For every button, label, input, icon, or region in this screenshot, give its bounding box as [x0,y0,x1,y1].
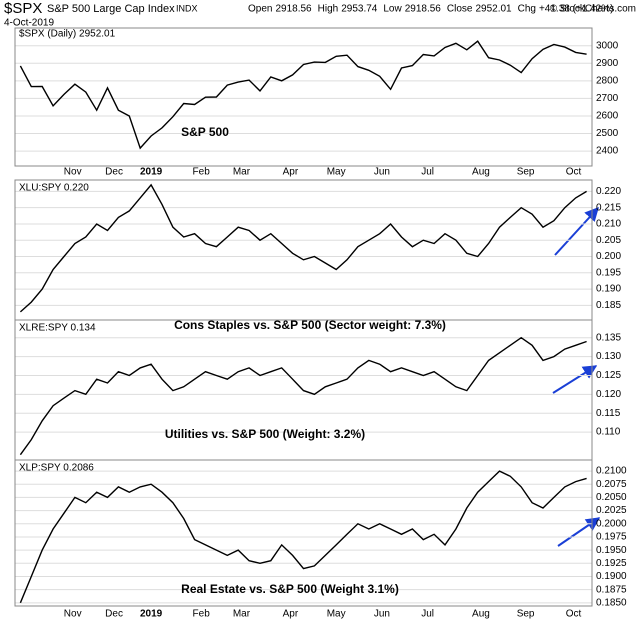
x-tick-label: Nov [64,609,82,620]
y-tick-label: 2400 [596,146,619,157]
x-tick-label: Apr [283,609,299,620]
panel-label: $SPX (Daily) 2952.01 [19,29,116,40]
quote-label: Low [383,4,402,15]
date: 4-Oct-2019 [4,18,54,29]
y-tick-label: 0.195 [596,267,621,278]
x-tick-label: Mar [233,167,251,178]
arrow [557,517,601,547]
x-tick-label: Jun [374,609,390,620]
x-tick-label: 2019 [140,167,163,178]
annotation: Cons Staples vs. S&P 500 (Sector weight:… [174,318,446,332]
line [19,183,587,313]
y-tick-label: 2800 [596,75,619,86]
quote-label: Chg [518,4,536,15]
quote-value: 2952.01 [475,4,512,15]
quote-label: Open [248,4,272,15]
x-tick-label: Aug [472,609,490,620]
y-tick-label: 0.190 [596,284,621,295]
y-tick-label: 0.2050 [596,492,627,503]
panel-label: XLRE:SPY 0.134 [19,323,96,334]
x-tick-label: Apr [283,167,299,178]
x-tick-label: Feb [193,167,211,178]
x-tick-label: Mar [233,609,251,620]
line [19,40,587,150]
exchange: INDX [176,3,198,13]
x-tick-label: 2019 [140,609,163,620]
y-tick-label: 0.110 [596,427,621,438]
x-tick-label: Dec [105,609,123,620]
quote-value: 2918.56 [405,4,442,15]
y-tick-label: 0.120 [596,389,621,400]
y-tick-label: 0.185 [596,300,621,311]
y-tick-label: 2500 [596,128,619,139]
y-tick-label: 0.1900 [596,571,627,582]
y-tick-label: 0.2000 [596,518,627,529]
quote-value: 2918.56 [275,4,312,15]
panel-frame [14,27,593,167]
y-tick-label: 0.205 [596,235,621,246]
panel-label: XLU:SPY 0.220 [19,183,89,194]
x-tick-label: Jun [374,167,390,178]
panel-frame [14,459,593,607]
y-tick-label: 0.1975 [596,532,627,543]
quote-value: +41.38 (+1.42%) [539,4,614,15]
quote-label: High [318,4,339,15]
arrow [554,206,599,256]
x-tick-label: Sep [517,167,535,178]
y-tick-label: 0.2075 [596,479,627,490]
y-tick-label: 2700 [596,93,619,104]
y-tick-label: 0.220 [596,186,621,197]
y-tick-label: 0.1950 [596,545,627,556]
x-tick-label: Dec [105,167,123,178]
quote-value: 2953.74 [341,4,378,15]
y-tick-label: 0.1850 [596,597,627,608]
x-tick-label: Jul [421,609,434,620]
x-tick-label: May [327,167,346,178]
y-tick-label: 0.135 [596,332,621,343]
y-tick-label: 0.200 [596,251,621,262]
quote-label: Close [447,4,473,15]
x-tick-label: Sep [517,609,535,620]
annotation: S&P 500 [181,125,229,139]
annotation: Real Estate vs. S&P 500 (Weight 3.1%) [181,582,399,596]
y-tick-label: 2900 [596,58,619,69]
arrow [552,365,598,394]
y-tick-label: 0.2025 [596,505,627,516]
x-tick-label: Oct [566,167,582,178]
copyright: © StockCharts.com [550,4,636,15]
y-tick-label: 0.115 [596,408,621,419]
x-tick-label: Nov [64,167,82,178]
panel-frame [14,179,593,321]
x-tick-label: May [327,609,346,620]
y-tick-label: 2600 [596,111,619,122]
y-tick-label: 0.125 [596,370,621,381]
line [19,470,587,604]
y-tick-label: 0.210 [596,219,621,230]
line [19,336,587,456]
y-tick-label: 0.130 [596,351,621,362]
x-tick-label: Oct [566,609,582,620]
quote: Open 2918.56 High 2953.74 Low 2918.56 Close 295… [248,4,613,15]
panel-label: XLP:SPY 0.2086 [19,463,94,474]
y-tick-label: 0.1875 [596,584,627,595]
y-tick-label: 3000 [596,40,619,51]
y-tick-label: 0.1925 [596,558,627,569]
x-tick-label: Aug [472,167,490,178]
y-tick-label: 0.215 [596,202,621,213]
x-tick-label: Feb [193,609,211,620]
annotation: Utilities vs. S&P 500 (Weight: 3.2%) [165,427,365,441]
x-tick-label: Jul [421,167,434,178]
index-name: S&P 500 Large Cap Index [47,3,175,15]
y-tick-label: 0.2100 [596,466,627,477]
symbol: $SPX [4,0,42,17]
